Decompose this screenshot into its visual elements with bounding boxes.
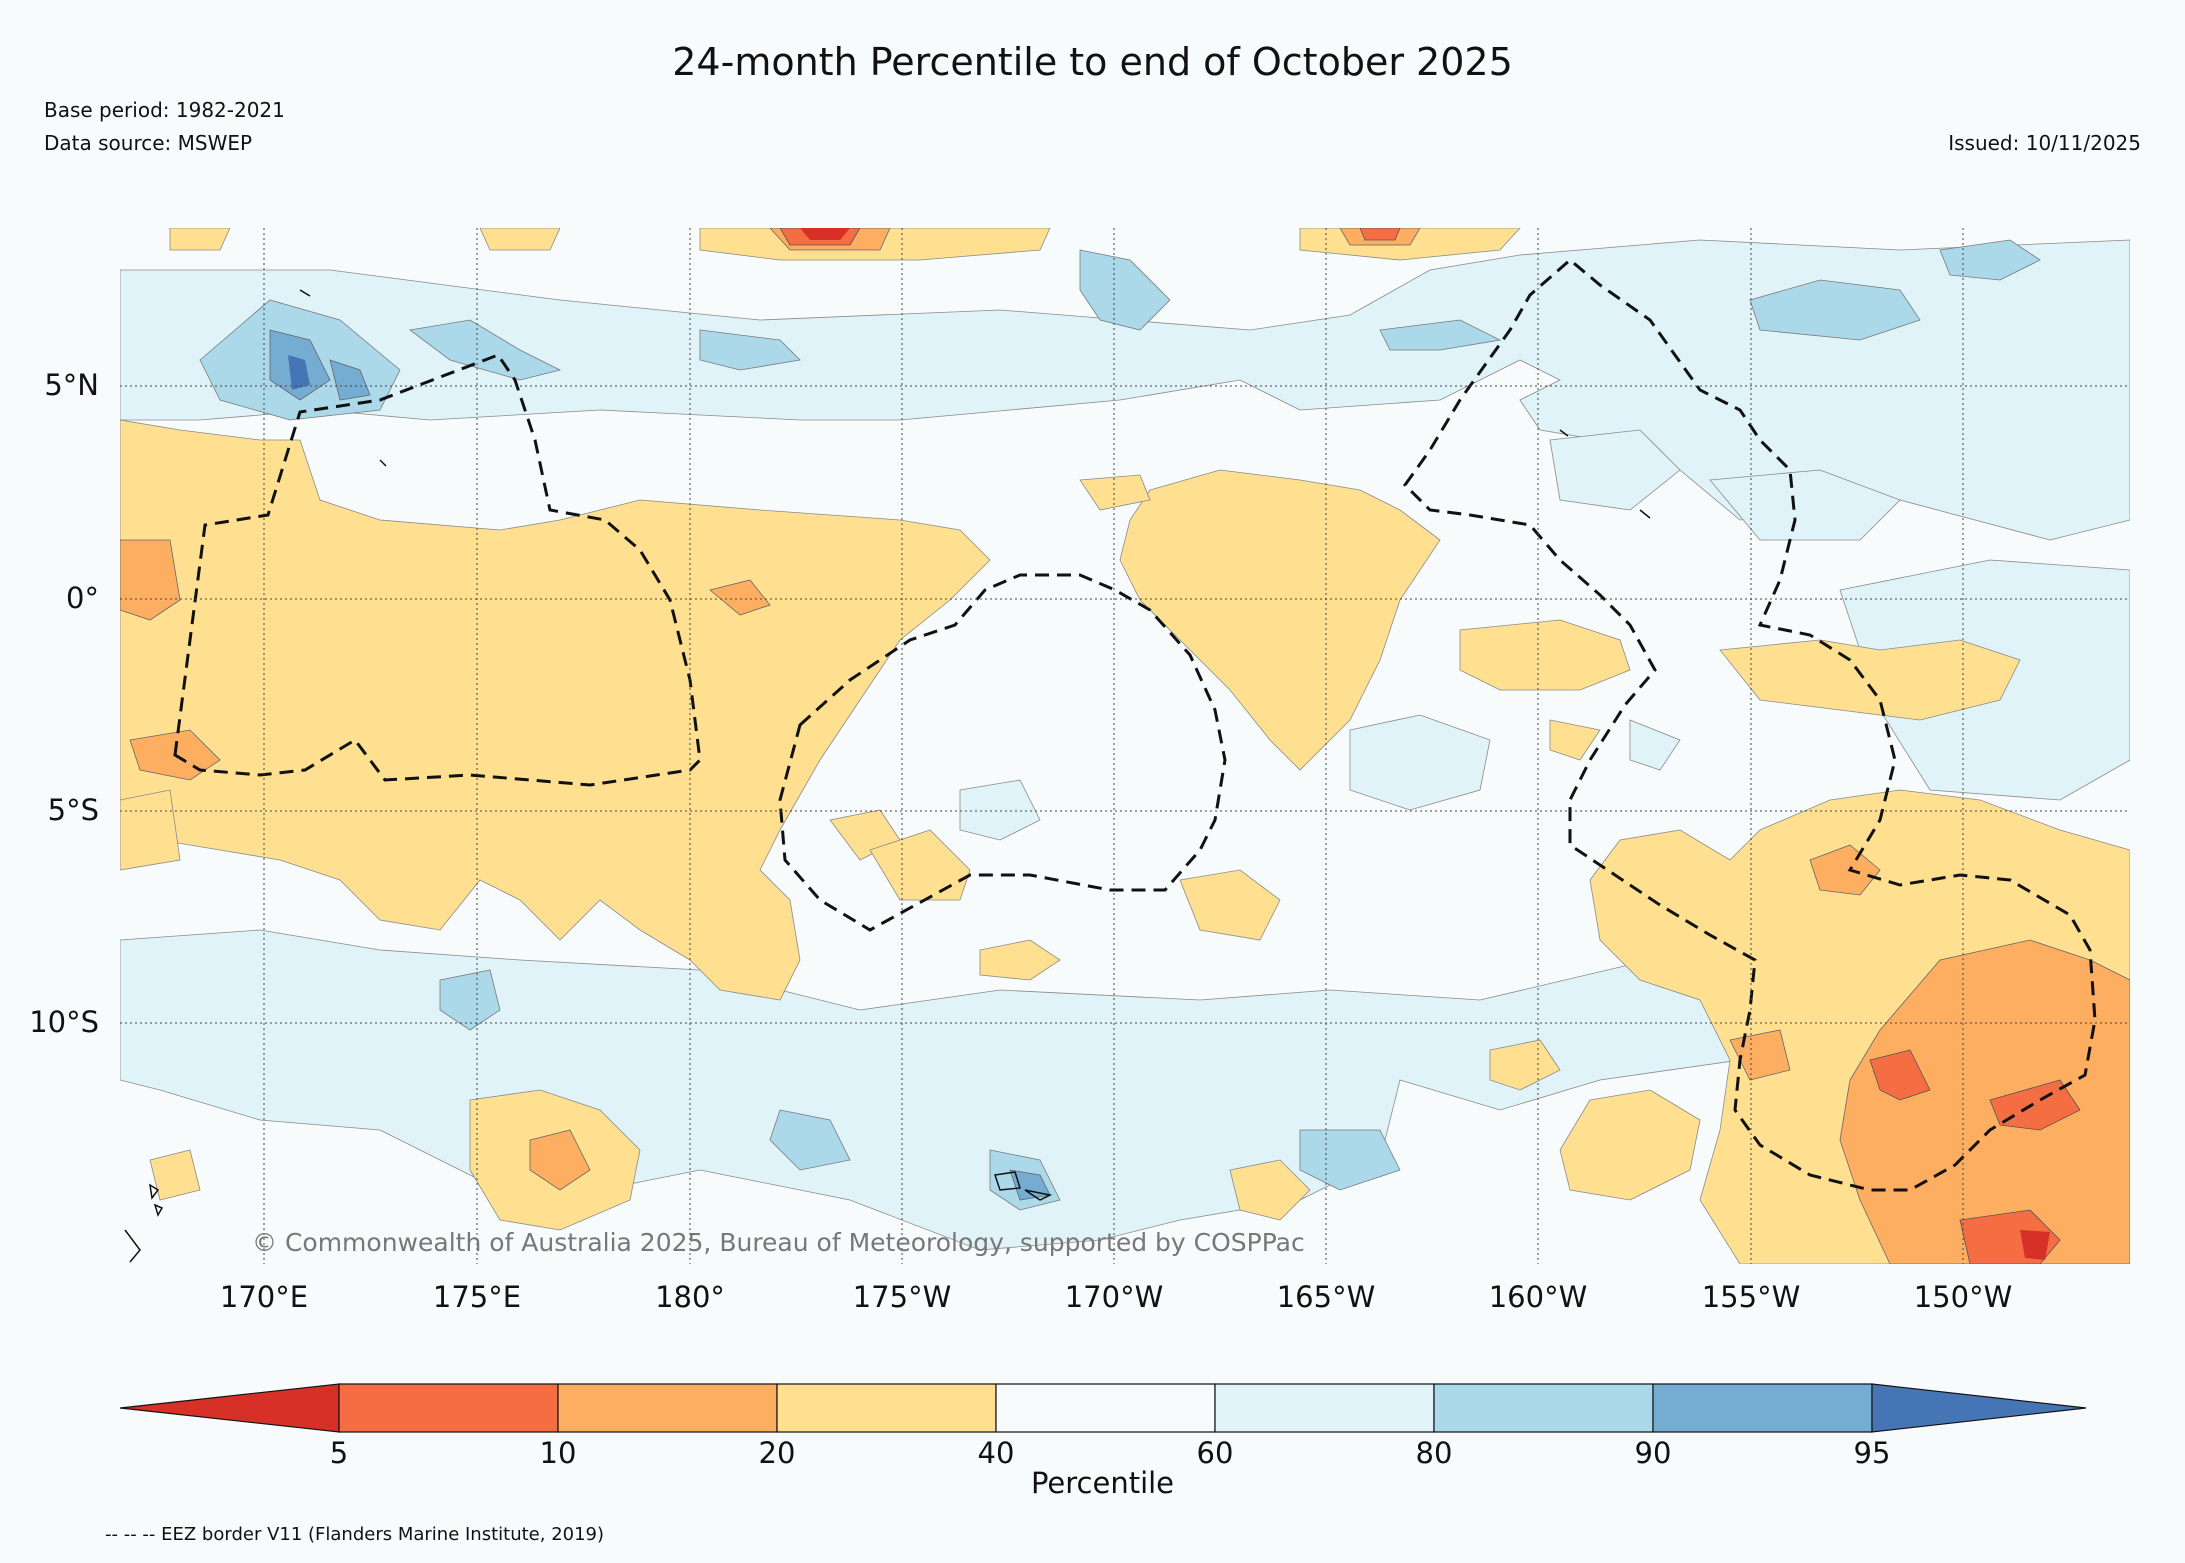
colorbar-segment-60-80 <box>1214 1383 1435 1433</box>
colorbar-segment-below-5 <box>119 1383 340 1433</box>
colorbar-tick: 90 <box>1634 1436 1672 1470</box>
colorbar-segment-20-40 <box>776 1383 997 1433</box>
lon-label: 170°E <box>219 1280 309 1314</box>
island-outlines <box>124 289 1651 1263</box>
graticule <box>120 228 2130 1264</box>
percentile-5-10-regions <box>779 228 2081 1264</box>
lon-label: 175°W <box>852 1280 952 1314</box>
colorbar-segment-80-90 <box>1433 1383 1654 1433</box>
copyright-notice: © Commonwealth of Australia 2025, Bureau… <box>252 1228 1305 1257</box>
lat-label: 0° <box>66 581 99 615</box>
lon-label: 165°W <box>1276 1280 1376 1314</box>
colorbar-segment-90-95 <box>1652 1383 1873 1433</box>
colorbar-tick: 80 <box>1415 1436 1453 1470</box>
eez-legend-note: -- -- -- EEZ border V11 (Flanders Marine… <box>105 1524 605 1545</box>
colorbar-segment-above-95 <box>1871 1383 2087 1433</box>
eez-borders <box>173 258 2097 1192</box>
map-title: 24-month Percentile to end of October 20… <box>672 40 1513 84</box>
lon-label: 170°W <box>1064 1280 1164 1314</box>
lon-label: 150°W <box>1913 1280 2013 1314</box>
colorbar-tick: 5 <box>329 1436 349 1470</box>
lon-label: 180° <box>655 1280 725 1314</box>
colorbar-segment-5-10 <box>338 1383 559 1433</box>
data-source: Data source: MSWEP <box>44 131 253 155</box>
colorbar-label: Percentile <box>1030 1466 1175 1500</box>
map-area <box>120 228 2130 1264</box>
colorbar-tick: 20 <box>758 1436 796 1470</box>
base-period: Base period: 1982-2021 <box>44 98 285 122</box>
lon-label: 160°W <box>1488 1280 1588 1314</box>
colorbar-tick: 10 <box>539 1436 577 1470</box>
colorbar-tick: 40 <box>977 1436 1015 1470</box>
colorbar-tick: 95 <box>1853 1436 1891 1470</box>
percentile-above-95-regions <box>288 355 310 390</box>
lat-label: 5°N <box>44 368 99 402</box>
percentile-below-5-regions <box>800 228 2050 1260</box>
issued-date: Issued: 10/11/2025 <box>1948 131 2141 155</box>
colorbar-segment-10-20 <box>557 1383 778 1433</box>
lon-label: 155°W <box>1701 1280 1801 1314</box>
lat-label: 10°S <box>29 1005 99 1039</box>
colorbar <box>119 1383 2087 1433</box>
lon-label: 175°E <box>432 1280 522 1314</box>
lat-label: 5°S <box>47 793 99 827</box>
colorbar-tick: 60 <box>1196 1436 1234 1470</box>
colorbar-segment-40-60 <box>995 1383 1216 1433</box>
